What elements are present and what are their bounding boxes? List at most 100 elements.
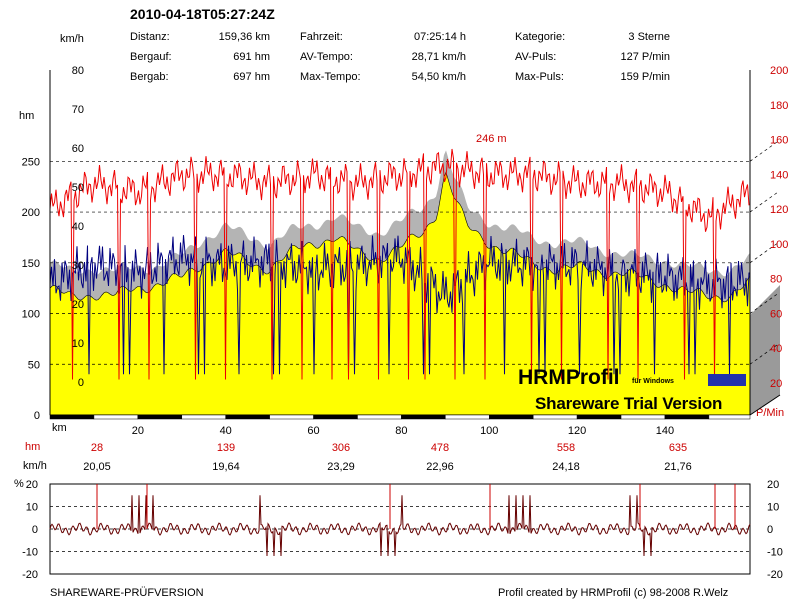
altitude-tick-label: 50 (28, 359, 40, 371)
hm-row-value: 139 (217, 442, 235, 454)
stat-value-max-tempo: 54,50 km/h (411, 71, 466, 83)
km-band-segment (313, 414, 358, 420)
km-band-segment (181, 414, 226, 420)
gradient-tick-left: 20 (26, 479, 38, 491)
pulse-tick-label: 20 (770, 378, 782, 390)
x-tick-label: 80 (395, 425, 407, 437)
kmh-row-value: 19,64 (212, 461, 240, 473)
speed-tick-label: 50 (72, 182, 84, 194)
stat-label-max-tempo: Max-Tempo: (300, 71, 361, 83)
pulse-tick-label: 200 (770, 65, 788, 77)
km-band-segment (401, 414, 446, 420)
stat-label-fahrzeit: Fahrzeit: (300, 31, 343, 43)
speed-line (49, 235, 750, 375)
watermark-brand: HRMProfil (518, 366, 620, 389)
stat-label-kategorie: Kategorie: (515, 31, 566, 43)
kmh-row-value: 24,18 (552, 461, 580, 473)
stat-label-bergab: Bergab: (130, 71, 169, 83)
hm-row-value: 28 (91, 442, 103, 454)
x-tick-label: 60 (307, 425, 319, 437)
gradient-tick-right: -10 (767, 547, 783, 559)
altitude-tick-label: 0 (34, 410, 40, 422)
stat-value-av-puls: 127 P/min (620, 51, 670, 63)
gradient-tick-right: -20 (767, 569, 783, 581)
pulse-unit-label: P/Min (756, 407, 785, 419)
pulse-line (49, 148, 750, 380)
stat-label-av-puls: AV-Puls: (515, 51, 557, 63)
chart-side-edge (749, 394, 781, 416)
gradient-unit-label: % (14, 478, 24, 490)
altitude-tick-label: 200 (22, 207, 40, 219)
footer-shareware: SHAREWARE-PRÜFVERSION (50, 587, 204, 599)
watermark-trial: Shareware Trial Version (535, 394, 723, 413)
altitude-tick-label: 250 (22, 156, 40, 168)
hm-row-value: 478 (431, 442, 449, 454)
speed-tick-label: 30 (72, 260, 84, 272)
peak-annotation: 246 m (476, 133, 507, 145)
speed-tick-label: 40 (72, 221, 84, 233)
pulse-tick-label: 160 (770, 135, 788, 147)
pulse-tick-label: 180 (770, 100, 788, 112)
gradient-tick-right: 20 (767, 479, 779, 491)
hm-row-label: hm (25, 441, 41, 453)
speed-tick-label: 20 (72, 299, 84, 311)
gradient-tick-left: 0 (32, 524, 38, 536)
gradient-line (49, 495, 751, 557)
hm-row-value: 635 (669, 442, 687, 454)
hm-row-value: 558 (557, 442, 575, 454)
km-band-segment (225, 414, 270, 420)
stat-value-av-tempo: 28,71 km/h (411, 51, 466, 63)
speed-tick-label: 10 (72, 338, 84, 350)
stat-value-kategorie: 3 Sterne (628, 31, 670, 43)
hm-row-value: 306 (332, 442, 350, 454)
stat-value-bergauf: 691 hm (233, 51, 270, 63)
gradient-tick-left: 10 (26, 502, 38, 514)
stat-label-bergauf: Bergauf: (130, 51, 172, 63)
chart-side-panel (750, 285, 780, 415)
x-tick-label: 100 (480, 425, 498, 437)
pulse-tick-label: 120 (770, 204, 788, 216)
stat-value-fahrzeit: 07:25:14 h (414, 31, 466, 43)
altitude-tick-label: 100 (22, 309, 40, 321)
km-band-segment (357, 414, 402, 420)
km-band-segment (445, 414, 490, 420)
x-tick-label: 40 (220, 425, 232, 437)
km-band-segment (93, 414, 139, 420)
x-tick-label: 140 (656, 425, 674, 437)
speed-tick-label: 80 (72, 65, 84, 77)
altitude-shadow (50, 150, 750, 302)
kmh-row-value: 21,76 (664, 461, 692, 473)
gradient-tick-left: -10 (22, 547, 38, 559)
km-band-segment (664, 414, 710, 420)
speed-tick-label: 70 (72, 104, 84, 116)
km-band-segment (708, 414, 751, 420)
speed-tick-label: 60 (72, 143, 84, 155)
altitude-tick-label: 150 (22, 258, 40, 270)
kmh-row-label: km/h (23, 460, 47, 472)
km-band-segment (269, 414, 314, 420)
km-band-segment (576, 414, 622, 420)
gradient-tick-left: -20 (22, 569, 38, 581)
speed-unit-label: km/h (60, 33, 84, 45)
km-band-segment (137, 414, 183, 420)
chart-title: 2010-04-18T05:27:24Z (130, 6, 275, 22)
logo-mark-icon (708, 374, 746, 386)
pulse-tick-label: 80 (770, 274, 782, 286)
gradient-tick-right: 10 (767, 502, 779, 514)
km-band-segment (489, 414, 534, 420)
pulse-tick-label: 40 (770, 343, 782, 355)
watermark-brand-sub: für Windows (632, 378, 674, 385)
stat-label-max-puls: Max-Puls: (515, 71, 564, 83)
stat-label-distanz: Distanz: (130, 31, 170, 43)
pulse-tick-label: 140 (770, 169, 788, 181)
altitude-unit-label: hm (19, 110, 35, 122)
km-band-segment (532, 414, 578, 420)
pulse-tick-label: 60 (770, 308, 782, 320)
footer-credit: Profil created by HRMProfil (c) 98-2008 … (498, 587, 729, 599)
kmh-row-value: 23,29 (327, 461, 355, 473)
stat-value-max-puls: 159 P/min (620, 71, 670, 83)
kmh-row-value: 22,96 (426, 461, 454, 473)
x-tick-label: 120 (568, 425, 586, 437)
km-band-segment (620, 414, 666, 420)
